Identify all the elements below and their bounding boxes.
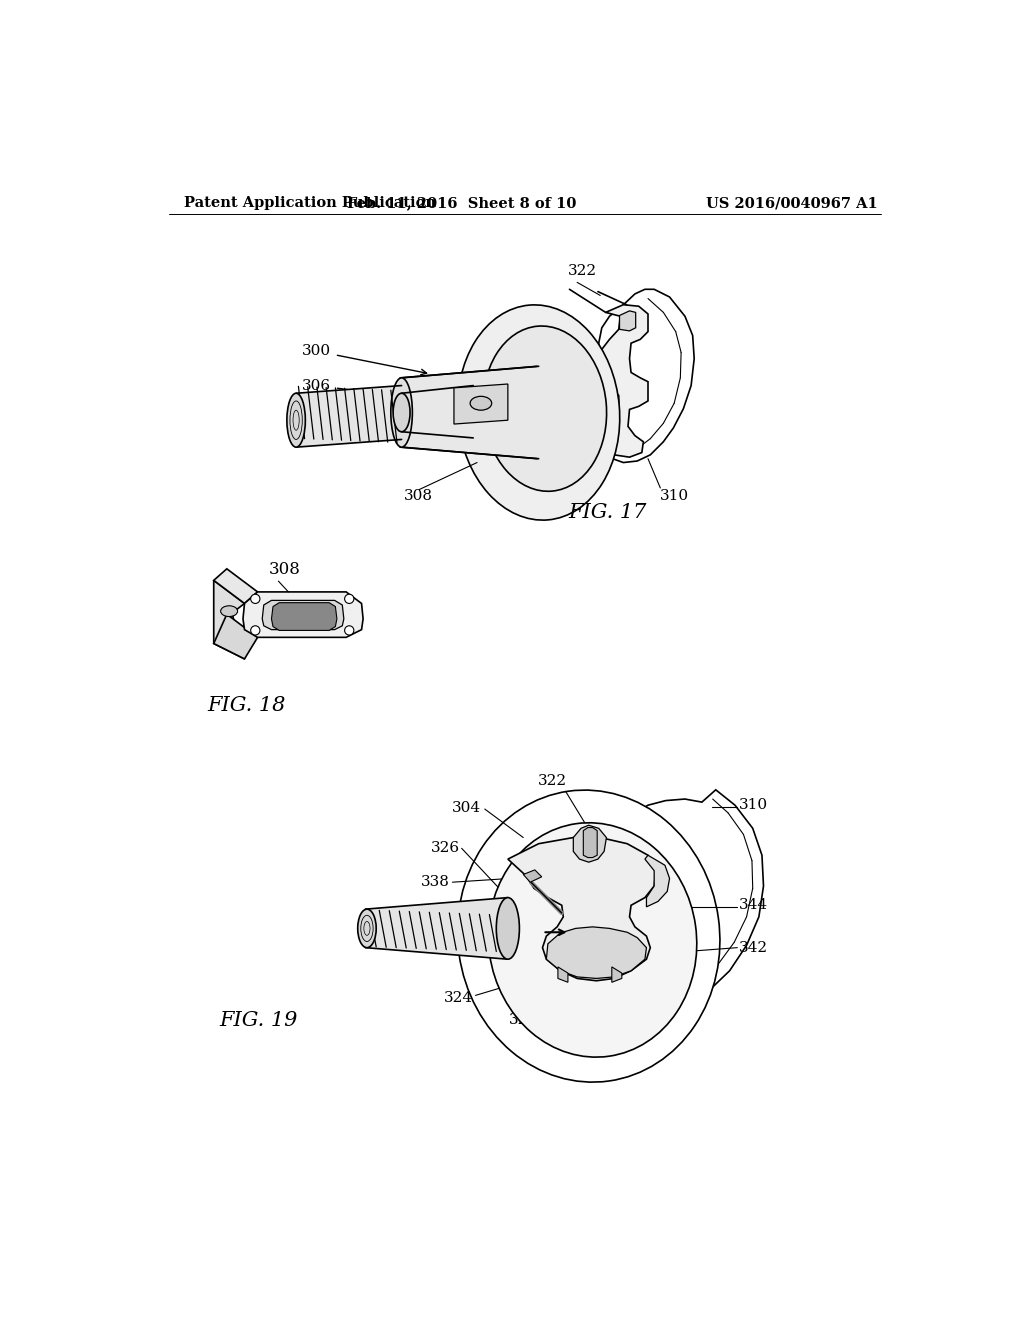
Polygon shape bbox=[454, 384, 508, 424]
Ellipse shape bbox=[488, 822, 696, 1057]
Polygon shape bbox=[599, 289, 694, 462]
Polygon shape bbox=[523, 870, 542, 882]
Text: 300: 300 bbox=[302, 345, 331, 358]
Polygon shape bbox=[606, 789, 764, 1011]
Text: 342: 342 bbox=[739, 941, 768, 954]
Text: Patent Application Publication: Patent Application Publication bbox=[184, 197, 436, 210]
Text: 306: 306 bbox=[302, 379, 331, 392]
Text: 310: 310 bbox=[660, 490, 689, 503]
Polygon shape bbox=[645, 855, 670, 907]
Text: FIG. 17: FIG. 17 bbox=[568, 503, 647, 523]
Polygon shape bbox=[611, 966, 622, 982]
Ellipse shape bbox=[220, 606, 238, 616]
Polygon shape bbox=[401, 367, 539, 459]
Text: 322: 322 bbox=[568, 264, 597, 277]
Circle shape bbox=[251, 626, 260, 635]
Ellipse shape bbox=[287, 393, 305, 447]
Text: 324: 324 bbox=[444, 991, 473, 1005]
Ellipse shape bbox=[497, 898, 519, 960]
Text: FIG. 19: FIG. 19 bbox=[219, 1011, 298, 1031]
Text: 338: 338 bbox=[421, 875, 451, 890]
Text: 304: 304 bbox=[452, 800, 481, 814]
Polygon shape bbox=[271, 603, 337, 631]
Text: US 2016/0040967 A1: US 2016/0040967 A1 bbox=[706, 197, 878, 210]
Circle shape bbox=[345, 626, 354, 635]
Ellipse shape bbox=[458, 791, 720, 1082]
Polygon shape bbox=[508, 837, 655, 981]
Polygon shape bbox=[296, 385, 401, 447]
Polygon shape bbox=[243, 591, 364, 638]
Polygon shape bbox=[214, 614, 258, 659]
Polygon shape bbox=[620, 312, 636, 331]
Circle shape bbox=[345, 594, 354, 603]
Polygon shape bbox=[214, 569, 258, 603]
Ellipse shape bbox=[391, 378, 413, 447]
Polygon shape bbox=[262, 601, 344, 630]
Text: 328: 328 bbox=[509, 1014, 538, 1027]
Text: 344: 344 bbox=[739, 899, 768, 912]
Text: 326: 326 bbox=[431, 841, 460, 854]
Polygon shape bbox=[547, 927, 646, 978]
Text: Feb. 11, 2016  Sheet 8 of 10: Feb. 11, 2016 Sheet 8 of 10 bbox=[347, 197, 577, 210]
Text: FIG. 18: FIG. 18 bbox=[208, 696, 286, 714]
Ellipse shape bbox=[458, 305, 620, 520]
Polygon shape bbox=[573, 825, 606, 862]
Text: 322: 322 bbox=[538, 775, 567, 788]
Text: 308: 308 bbox=[269, 561, 301, 578]
Polygon shape bbox=[584, 828, 597, 858]
Polygon shape bbox=[366, 898, 508, 960]
Polygon shape bbox=[558, 966, 568, 982]
Text: 352: 352 bbox=[421, 913, 451, 928]
Ellipse shape bbox=[483, 326, 606, 491]
Circle shape bbox=[251, 594, 260, 603]
Text: 310: 310 bbox=[739, 799, 768, 812]
Ellipse shape bbox=[470, 396, 492, 411]
Polygon shape bbox=[600, 305, 648, 457]
Text: 308: 308 bbox=[403, 490, 433, 503]
Text: 330: 330 bbox=[592, 1014, 621, 1027]
Polygon shape bbox=[214, 581, 245, 659]
Ellipse shape bbox=[357, 909, 376, 948]
Ellipse shape bbox=[393, 393, 410, 432]
